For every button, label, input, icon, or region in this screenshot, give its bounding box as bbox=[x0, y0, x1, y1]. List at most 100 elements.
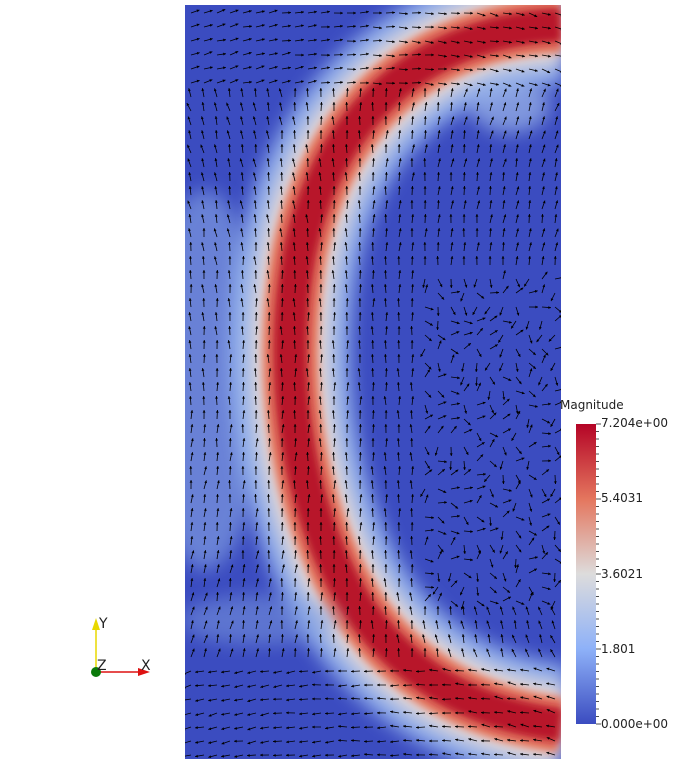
vector-arrowhead bbox=[346, 382, 350, 385]
vector-arrowhead bbox=[228, 256, 232, 259]
vector-arrowhead bbox=[307, 354, 311, 357]
vector-arrowhead bbox=[371, 592, 375, 595]
vector-arrowhead bbox=[422, 284, 426, 288]
vector-arrowhead bbox=[230, 606, 234, 610]
vector-arrowhead bbox=[474, 620, 478, 623]
vector-arrowhead bbox=[495, 13, 499, 17]
vector-arrowhead bbox=[468, 752, 471, 756]
z-axis-dot bbox=[91, 667, 101, 677]
vector-arrowhead bbox=[481, 668, 485, 671]
vector-arrowhead bbox=[235, 65, 239, 68]
vector-arrowhead bbox=[344, 172, 348, 175]
vector-arrowhead bbox=[410, 438, 414, 441]
vector-arrowhead bbox=[201, 312, 205, 315]
vector-arrowhead bbox=[358, 144, 361, 147]
vector-arrowhead bbox=[437, 144, 441, 147]
vector-arrowhead bbox=[503, 452, 507, 456]
vector-arrowhead bbox=[188, 228, 191, 232]
vector-arrowhead bbox=[409, 424, 413, 427]
vector-arrowhead bbox=[371, 270, 375, 273]
vector-arrowhead bbox=[462, 228, 466, 231]
vector-arrowhead bbox=[213, 88, 217, 92]
vector-arrowhead bbox=[196, 37, 200, 41]
vector-arrowhead bbox=[301, 53, 304, 57]
vector-arrowhead bbox=[319, 144, 323, 147]
vector-arrowhead bbox=[240, 186, 244, 189]
vector-arrowhead bbox=[484, 478, 487, 482]
vector-arrowhead bbox=[203, 578, 207, 581]
vector-arrowhead bbox=[216, 536, 220, 539]
vector-arrowhead bbox=[359, 88, 363, 91]
vector-arrowhead bbox=[332, 200, 336, 203]
vector-arrowhead bbox=[265, 130, 269, 134]
vector-arrowhead bbox=[256, 564, 259, 568]
vector-arrowhead bbox=[398, 228, 402, 232]
vector-arrowhead bbox=[507, 681, 511, 685]
vector-arrowhead bbox=[221, 712, 225, 716]
vector-arrowhead bbox=[273, 670, 277, 674]
vector-arrowhead bbox=[319, 270, 323, 273]
vector-arrowhead bbox=[371, 396, 375, 399]
vector-arrowhead bbox=[338, 739, 341, 742]
vector-arrowhead bbox=[307, 620, 311, 623]
vector-arrowhead bbox=[214, 214, 218, 217]
vector-arrowhead bbox=[221, 754, 225, 758]
vector-arrowhead bbox=[455, 505, 459, 509]
vector-arrowhead bbox=[266, 88, 270, 92]
vector-arrowhead bbox=[516, 242, 519, 246]
vector-arrowhead bbox=[314, 10, 317, 14]
vector-arrowhead bbox=[203, 452, 207, 455]
vector-arrowhead bbox=[280, 606, 284, 609]
vector-arrowhead bbox=[293, 270, 297, 273]
vector-arrowhead bbox=[397, 102, 401, 105]
vector-arrowhead bbox=[261, 38, 265, 42]
vector-arrowhead bbox=[496, 26, 499, 30]
vector-arrowhead bbox=[318, 186, 322, 189]
vector-arrowhead bbox=[528, 186, 532, 189]
vector-arrowhead bbox=[351, 697, 354, 700]
vector-arrowhead bbox=[529, 368, 533, 372]
vector-arrowhead bbox=[397, 424, 401, 427]
vector-arrowhead bbox=[456, 486, 460, 490]
vector-arrowhead bbox=[425, 284, 429, 288]
vector-arrowhead bbox=[437, 200, 440, 203]
vector-arrowhead bbox=[273, 711, 276, 715]
vector-arrowhead bbox=[306, 228, 310, 231]
vector-arrowhead bbox=[332, 564, 336, 567]
vector-arrowhead bbox=[392, 40, 395, 44]
vector-arrowhead bbox=[547, 41, 551, 45]
vector-arrowhead bbox=[383, 508, 387, 511]
vector-arrowhead bbox=[195, 754, 198, 758]
vector-arrowhead bbox=[397, 606, 401, 609]
vector-arrowhead bbox=[229, 452, 233, 456]
vector-arrowhead bbox=[450, 256, 454, 259]
vector-arrowhead bbox=[214, 200, 218, 203]
vector-arrowhead bbox=[545, 352, 549, 356]
vector-arrowhead bbox=[313, 79, 317, 83]
vector-arrowhead bbox=[247, 699, 251, 703]
vector-arrowhead bbox=[384, 214, 388, 217]
vector-arrowhead bbox=[331, 116, 335, 120]
vector-arrowhead bbox=[333, 620, 337, 624]
vector-arrowhead bbox=[418, 11, 421, 15]
vector-arrowhead bbox=[201, 284, 204, 288]
vector-arrowhead bbox=[550, 607, 554, 611]
vector-arrowhead bbox=[429, 683, 432, 687]
vector-arrowhead bbox=[516, 102, 520, 106]
vector-arrowhead bbox=[314, 38, 317, 42]
vector-arrowhead bbox=[529, 508, 533, 512]
vector-arrowhead bbox=[543, 493, 547, 497]
vector-arrowhead bbox=[371, 116, 375, 119]
vector-arrowhead bbox=[242, 578, 246, 581]
vector-arrowhead bbox=[410, 228, 414, 231]
vector-arrowhead bbox=[267, 186, 271, 189]
vector-arrowhead bbox=[319, 452, 323, 455]
vector-arrowhead bbox=[247, 713, 251, 716]
vector-arrowhead bbox=[320, 214, 324, 217]
vector-arrowhead bbox=[293, 522, 297, 525]
vector-arrowhead bbox=[437, 130, 441, 133]
vector-arrowhead bbox=[306, 186, 310, 189]
vector-arrowhead bbox=[476, 593, 480, 596]
